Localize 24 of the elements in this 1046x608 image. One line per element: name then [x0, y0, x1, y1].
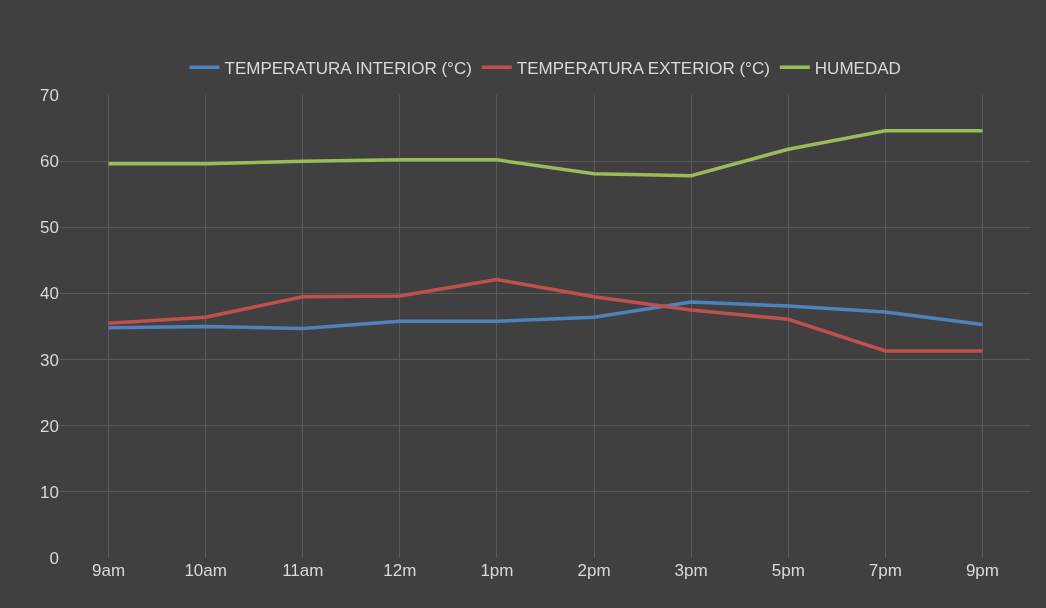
x-tick-label: 11am [282, 561, 324, 580]
line-series [106, 300, 985, 331]
x-tick-label: 12m [383, 561, 417, 580]
legend-label: TEMPERATURA INTERIOR (°C) [224, 58, 472, 78]
line-series [106, 128, 985, 178]
y-tick-label: 0 [49, 548, 59, 568]
y-tick-label: 10 [40, 482, 59, 502]
line-series [106, 277, 985, 353]
x-tick-label: 2pm [577, 561, 611, 580]
legend-label: HUMEDAD [814, 58, 901, 78]
legend-label: TEMPERATURA EXTERIOR (°C) [516, 58, 770, 78]
y-tick-label: 70 [40, 85, 59, 105]
y-tick-label: 40 [40, 284, 59, 304]
x-tick-label: 3pm [674, 561, 708, 580]
x-tick-label: 9pm [965, 561, 999, 580]
y-tick-label: 50 [40, 218, 59, 238]
x-tick-label: 9am [92, 561, 126, 580]
x-tick-label: 7pm [868, 561, 902, 580]
y-tick-label: 20 [40, 416, 59, 436]
x-tick-label: 10am [184, 561, 227, 580]
y-tick-label: 30 [40, 350, 59, 370]
x-tick-label: 5pm [771, 561, 805, 580]
x-tick-label: 1pm [480, 561, 514, 580]
y-tick-label: 60 [40, 152, 59, 172]
